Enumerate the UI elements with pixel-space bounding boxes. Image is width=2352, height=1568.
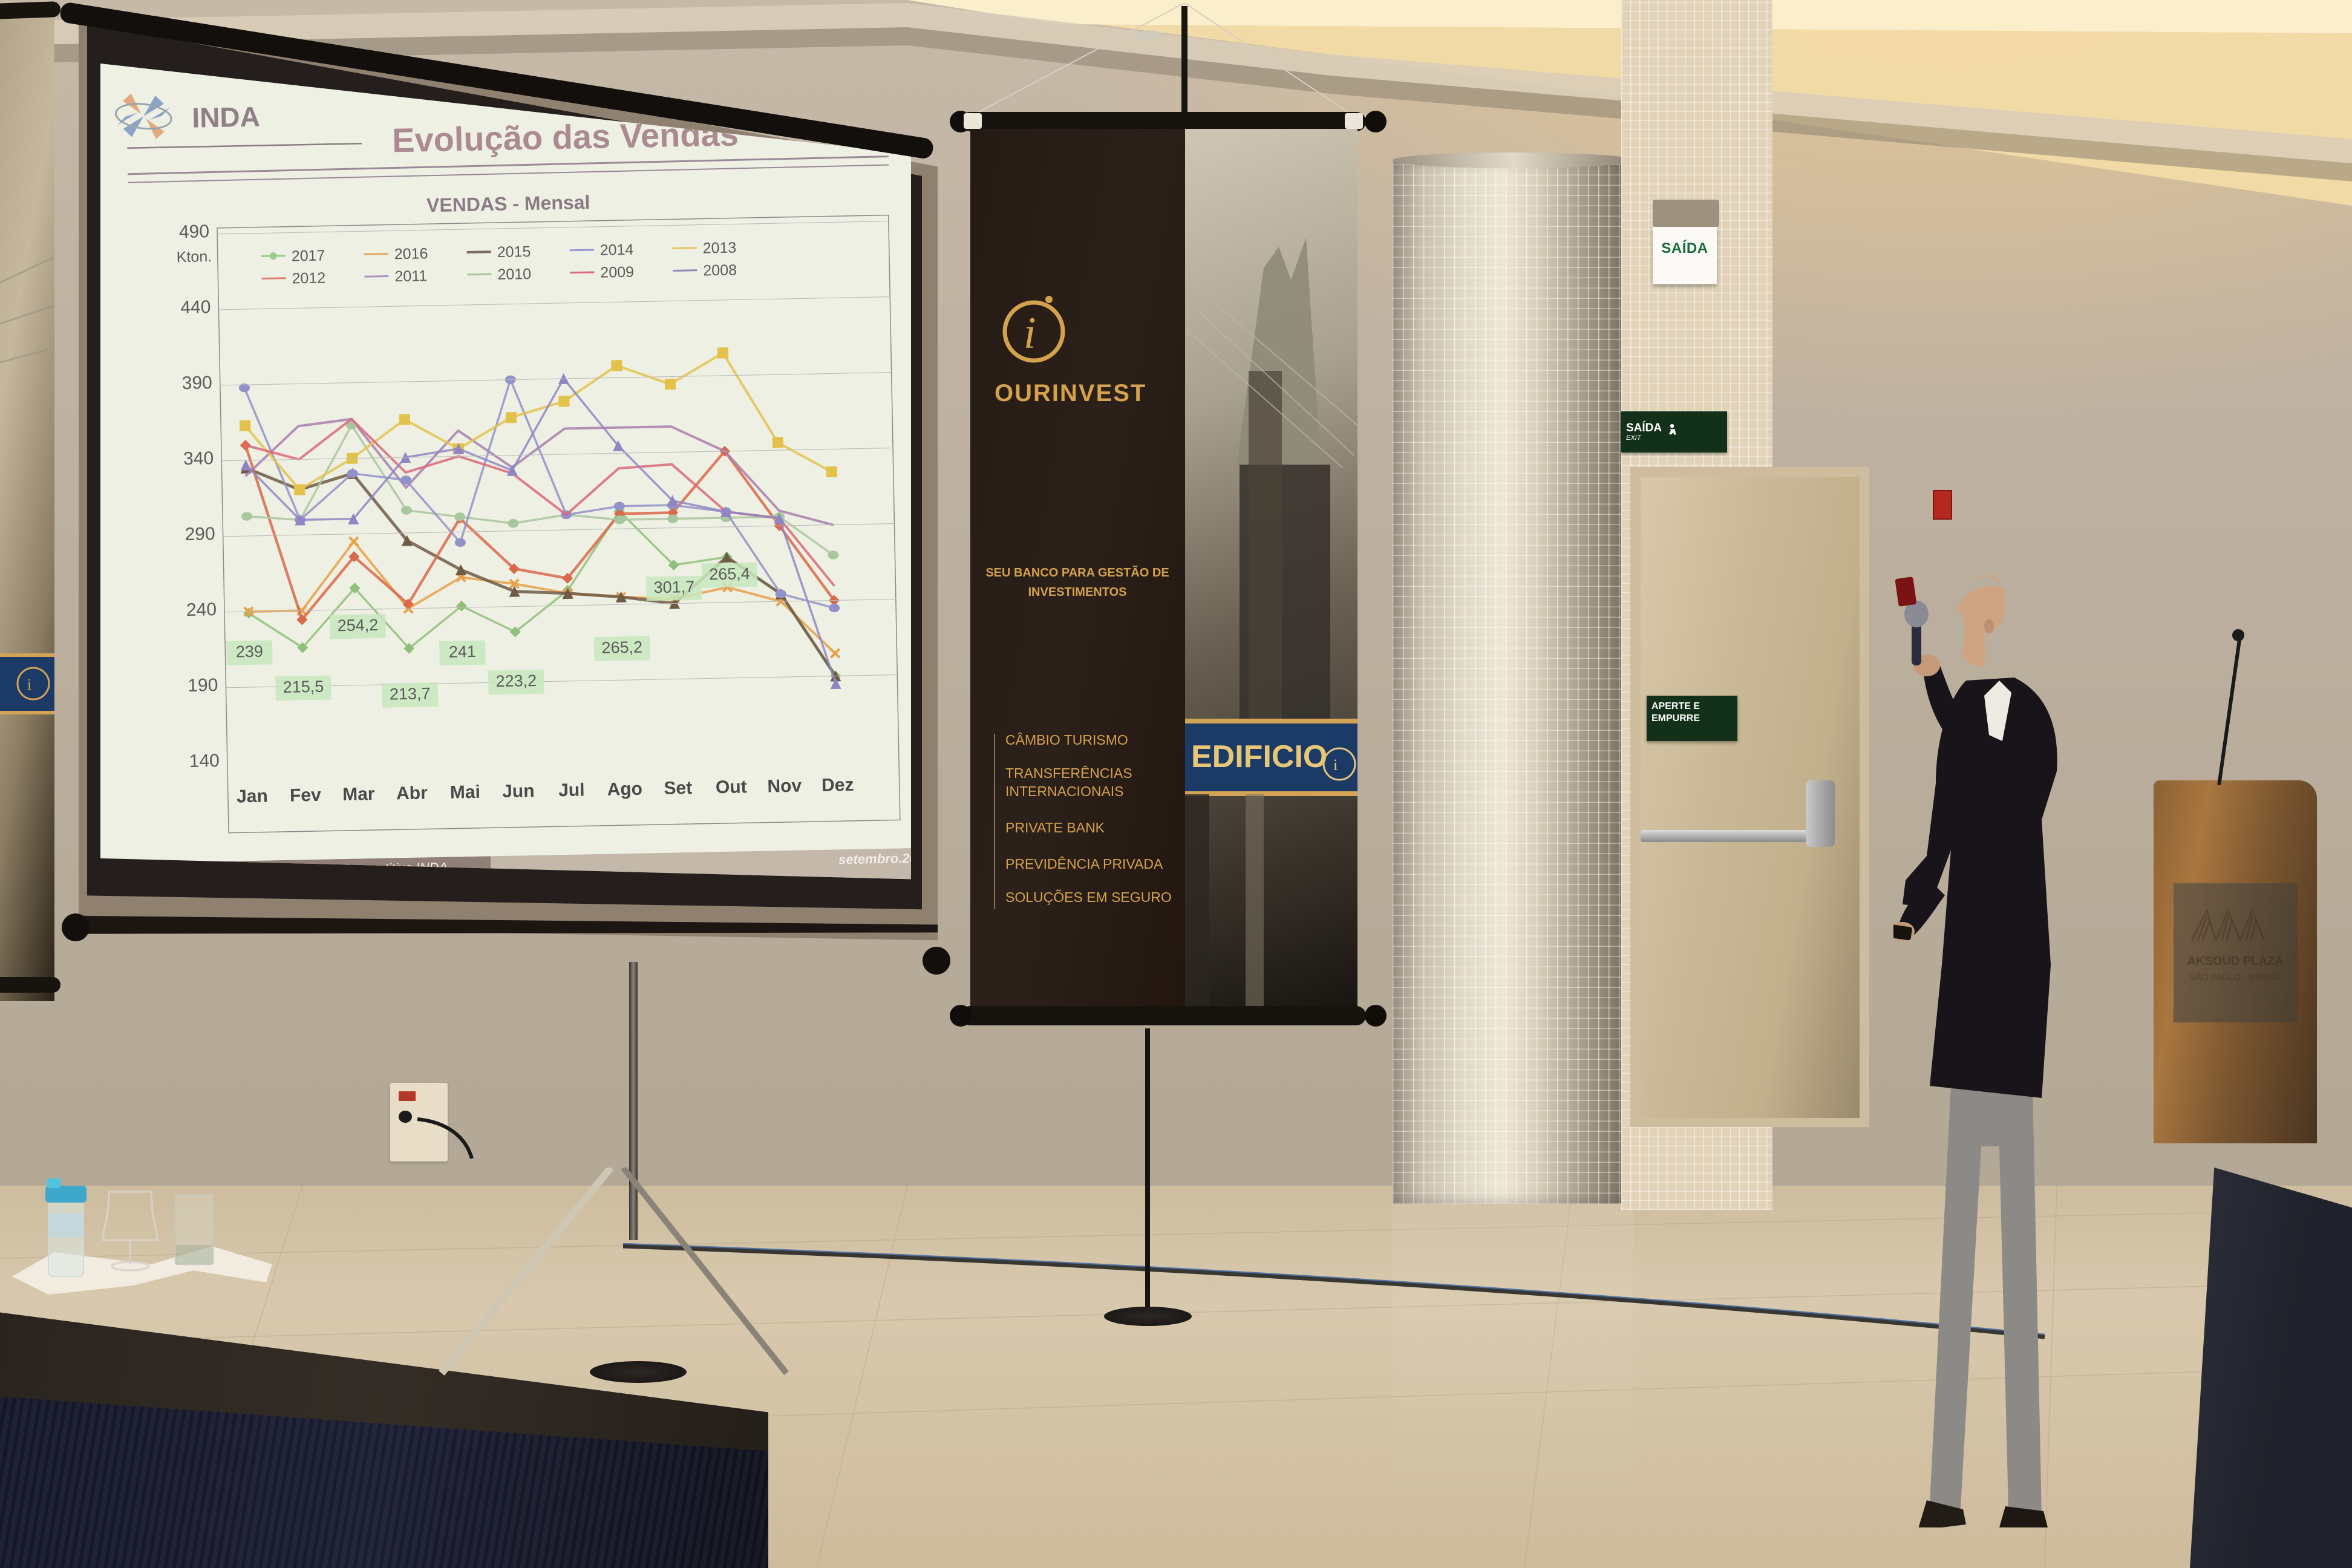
svg-text:213,7: 213,7 — [390, 684, 431, 703]
svg-text:Jun: Jun — [502, 781, 535, 802]
svg-text:2016: 2016 — [394, 245, 428, 263]
svg-text:215,5: 215,5 — [283, 678, 324, 696]
svg-text:2014: 2014 — [599, 241, 633, 259]
svg-text:AKSOUD PLAZA: AKSOUD PLAZA — [2187, 955, 2284, 968]
svg-text:Mar: Mar — [342, 784, 375, 805]
svg-text:Kton.: Kton. — [177, 248, 212, 266]
svg-text:Fev: Fev — [290, 785, 322, 806]
svg-text:2009: 2009 — [600, 264, 634, 281]
svg-text:INTERNACIONAIS: INTERNACIONAIS — [1005, 783, 1124, 799]
svg-text:Jul: Jul — [558, 780, 585, 800]
svg-text:2008: 2008 — [703, 261, 737, 279]
svg-text:CÂMBIO TURISMO: CÂMBIO TURISMO — [1005, 732, 1128, 748]
svg-text:2017: 2017 — [292, 247, 325, 265]
svg-text:i: i — [1024, 309, 1036, 358]
svg-text:2012: 2012 — [292, 269, 325, 287]
svg-text:Ago: Ago — [607, 779, 642, 800]
svg-text:i: i — [27, 676, 31, 693]
svg-text:Dez: Dez — [822, 775, 854, 795]
svg-text:490: 490 — [179, 221, 210, 242]
svg-text:Abr: Abr — [396, 783, 428, 803]
svg-text:301,7: 301,7 — [653, 578, 694, 596]
svg-text:190: 190 — [188, 675, 218, 696]
svg-text:i: i — [1333, 756, 1338, 774]
svg-text:140: 140 — [189, 751, 220, 771]
svg-text:Mai: Mai — [450, 782, 481, 803]
svg-text:2010: 2010 — [497, 266, 531, 283]
svg-text:Nov: Nov — [767, 776, 802, 797]
svg-text:setembro.2017: setembro.2017 — [838, 850, 911, 867]
svg-text:2015: 2015 — [497, 243, 531, 261]
svg-text:440: 440 — [180, 297, 211, 318]
svg-text:PRIVATE BANK: PRIVATE BANK — [1005, 820, 1105, 835]
svg-text:SOLUÇÕES EM SEGURO: SOLUÇÕES EM SEGURO — [1005, 889, 1172, 905]
svg-text:390: 390 — [181, 373, 212, 393]
svg-text:SÃO PAULO · BRASIL: SÃO PAULO · BRASIL — [2189, 972, 2281, 982]
svg-text:SEU BANCO PARA GESTÃO DE: SEU BANCO PARA GESTÃO DE — [985, 566, 1169, 580]
svg-text:2013: 2013 — [702, 239, 736, 256]
svg-text:OURINVEST: OURINVEST — [995, 380, 1146, 407]
svg-text:Set: Set — [664, 778, 692, 799]
svg-text:240: 240 — [186, 599, 217, 620]
svg-text:239: 239 — [236, 642, 264, 661]
svg-text:265,4: 265,4 — [709, 564, 750, 583]
svg-text:241: 241 — [449, 642, 477, 661]
svg-text:INVESTIMENTOS: INVESTIMENTOS — [1028, 586, 1127, 599]
svg-text:340: 340 — [183, 448, 214, 469]
svg-text:254,2: 254,2 — [337, 616, 378, 635]
svg-text:TRANSFERÊNCIAS: TRANSFERÊNCIAS — [1005, 765, 1132, 781]
svg-text:223,2: 223,2 — [495, 671, 537, 690]
svg-text:Out: Out — [716, 777, 747, 797]
svg-text:290: 290 — [185, 524, 215, 544]
svg-text:Jan: Jan — [237, 786, 268, 806]
svg-text:265,2: 265,2 — [601, 638, 642, 657]
svg-text:INDA: INDA — [192, 101, 260, 134]
svg-text:EDIFICIO: EDIFICIO — [1191, 739, 1327, 774]
svg-text:2011: 2011 — [394, 267, 427, 285]
svg-text:PREVIDÊNCIA PRIVADA: PREVIDÊNCIA PRIVADA — [1005, 856, 1163, 872]
svg-text:VENDAS - Mensal: VENDAS - Mensal — [426, 191, 590, 216]
